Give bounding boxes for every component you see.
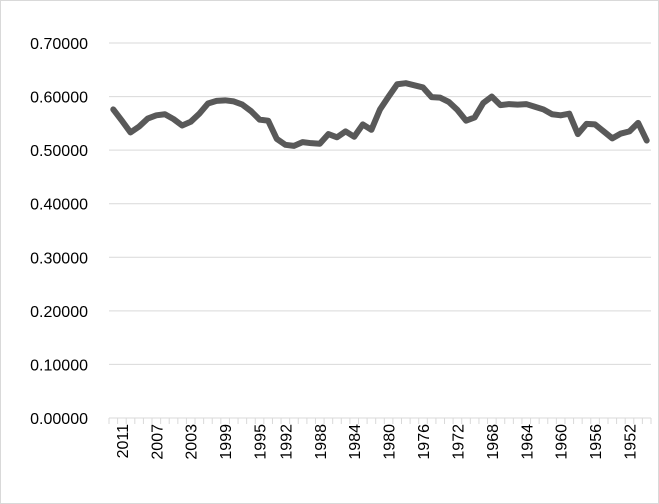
x-tick-label: 1988	[313, 424, 330, 460]
x-tick-label: 1992	[278, 424, 295, 460]
y-tick-label: 0.40000	[30, 197, 88, 214]
x-tick-label: 1956	[588, 424, 605, 460]
y-tick-label: 0.10000	[30, 357, 88, 374]
x-tick-label: 2003	[184, 424, 201, 460]
x-tick-label: 1976	[416, 424, 433, 460]
x-axis	[108, 417, 652, 424]
x-tick-label: 1999	[218, 424, 235, 460]
x-tick-label: 1960	[554, 424, 571, 460]
series-line	[110, 80, 650, 149]
y-tick-label: 0.00000	[30, 411, 88, 428]
y-tick-label: 0.60000	[30, 90, 88, 107]
x-tick-label: 2011	[115, 424, 132, 459]
y-tick-label: 0.30000	[30, 250, 88, 267]
x-tick-label: 2007	[149, 424, 166, 460]
y-axis-tick-labels: 0.00000 0.10000 0.20000 0.30000 0.40000 0.500…	[30, 36, 88, 428]
x-tick-label: 1952	[622, 424, 639, 460]
y-tick-label: 0.20000	[30, 304, 88, 321]
x-tick-label: 1968	[485, 424, 502, 460]
x-tick-label: 1964	[519, 424, 536, 460]
y-tick-label: 0.70000	[30, 36, 88, 53]
x-tick-label: 1984	[347, 424, 364, 460]
x-tick-label: 1972	[450, 424, 467, 460]
x-tick-label: 1980	[382, 424, 399, 460]
x-tick-label: 1995	[253, 424, 270, 460]
y-tick-label: 0.50000	[30, 143, 88, 160]
x-axis-tick-labels: 2011 2007 2003 1999 1995 1992 1988 1984 1980 1976…	[115, 424, 640, 460]
gridlines	[109, 42, 651, 365]
series-group	[110, 80, 650, 149]
